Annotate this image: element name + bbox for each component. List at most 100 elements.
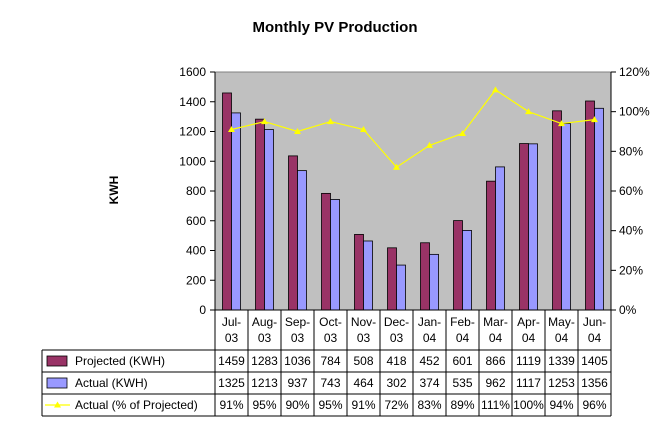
line-point — [426, 141, 433, 148]
x-tick-label: Nov- — [351, 315, 376, 329]
y-axis-label: KWH — [107, 176, 121, 205]
line-point — [591, 116, 598, 123]
data-label: 1405 — [581, 354, 608, 368]
data-label: 90% — [285, 398, 309, 412]
x-tick-label: Jan- — [418, 315, 441, 329]
data-label: 111% — [481, 398, 510, 412]
data-label: 95% — [318, 398, 342, 412]
plot-area — [214, 71, 612, 311]
chart-title: Monthly PV Production — [253, 19, 418, 36]
x-tick-label: 03 — [291, 331, 305, 345]
data-label: 452 — [419, 354, 439, 368]
x-tick-label: 04 — [555, 331, 569, 345]
y-tick-label-left: 400 — [186, 244, 206, 258]
x-tick-label: Feb- — [450, 315, 475, 329]
data-label: 464 — [353, 376, 373, 390]
y-tick-label-left: 800 — [186, 184, 206, 198]
data-label: 94% — [549, 398, 573, 412]
data-label: 100% — [513, 398, 544, 412]
y-tick-label-left: 0 — [199, 303, 206, 317]
bar — [495, 166, 505, 311]
bar — [255, 118, 265, 311]
bar — [363, 240, 373, 311]
line-point — [327, 118, 334, 125]
data-label: 1356 — [581, 376, 608, 390]
data-label: 72% — [384, 398, 408, 412]
x-tick-label: 04 — [588, 331, 602, 345]
data-label: 95% — [252, 398, 276, 412]
bar — [486, 180, 496, 311]
x-tick-label: Dec- — [384, 315, 409, 329]
line-point — [459, 129, 466, 136]
data-label: 1325 — [218, 376, 245, 390]
bar — [288, 155, 298, 311]
y-tick-label-left: 200 — [186, 273, 206, 287]
y-tick-label-right: 0% — [619, 303, 637, 317]
line-point — [492, 86, 499, 93]
bar — [297, 170, 307, 311]
y-tick-label-right: 60% — [619, 184, 643, 198]
x-tick-label: 03 — [357, 331, 371, 345]
data-label: 1459 — [218, 354, 245, 368]
x-tick-label: Jul- — [222, 315, 241, 329]
y-tick-label-right: 80% — [619, 144, 643, 158]
x-tick-label: Aug- — [252, 315, 277, 329]
bar — [396, 264, 406, 311]
data-label: 1283 — [251, 354, 278, 368]
data-label: 96% — [582, 398, 606, 412]
x-tick-label: 03 — [258, 331, 272, 345]
data-label: 962 — [485, 376, 505, 390]
x-tick-label: Jun- — [583, 315, 606, 329]
y-tick-label-left: 1000 — [179, 154, 206, 168]
legend-entry: Projected (KWH) — [75, 354, 165, 368]
x-tick-label: Sep- — [285, 315, 310, 329]
bar — [231, 112, 241, 311]
bar — [330, 199, 340, 311]
data-label: 937 — [287, 376, 307, 390]
bar — [585, 100, 595, 311]
bar — [321, 192, 331, 311]
line-point — [558, 120, 565, 127]
bar — [528, 143, 538, 311]
x-tick-label: 04 — [489, 331, 503, 345]
data-label: 1253 — [548, 376, 575, 390]
line-point — [360, 126, 367, 133]
data-label: 1117 — [516, 376, 541, 390]
data-label: 1339 — [548, 354, 575, 368]
data-label: 91% — [219, 398, 243, 412]
data-label: 601 — [452, 354, 472, 368]
y-tick-label-right: 120% — [619, 65, 650, 79]
y-tick-label-right: 40% — [619, 224, 643, 238]
data-label: 89% — [450, 398, 474, 412]
series-line — [231, 89, 595, 168]
legend-key — [46, 377, 68, 389]
data-label: 1119 — [516, 354, 541, 368]
bar — [552, 110, 562, 311]
y-tick-label-right: 20% — [619, 263, 643, 277]
data-label: 374 — [419, 376, 439, 390]
legend-entry: Actual (% of Projected) — [75, 398, 198, 412]
line-point — [294, 128, 301, 134]
legend-key — [46, 355, 68, 367]
legend-key-marker — [54, 401, 61, 408]
x-tick-label: 03 — [390, 331, 404, 345]
data-label: 866 — [485, 354, 505, 368]
x-tick-label: Mar- — [483, 315, 508, 329]
x-tick-label: Apr- — [517, 315, 540, 329]
data-label: 535 — [452, 376, 472, 390]
line-point — [525, 108, 532, 115]
x-tick-label: 04 — [522, 331, 536, 345]
x-tick-label: 03 — [324, 331, 338, 345]
data-label: 743 — [320, 376, 340, 390]
bar — [420, 242, 430, 311]
bar — [519, 143, 529, 311]
y-tick-label-left: 1200 — [179, 125, 206, 139]
data-label: 418 — [386, 354, 406, 368]
line-point — [228, 126, 235, 133]
bar — [264, 129, 274, 311]
data-label: 1213 — [251, 376, 278, 390]
bar — [561, 123, 571, 311]
bar — [462, 230, 472, 311]
data-label: 91% — [351, 398, 375, 412]
